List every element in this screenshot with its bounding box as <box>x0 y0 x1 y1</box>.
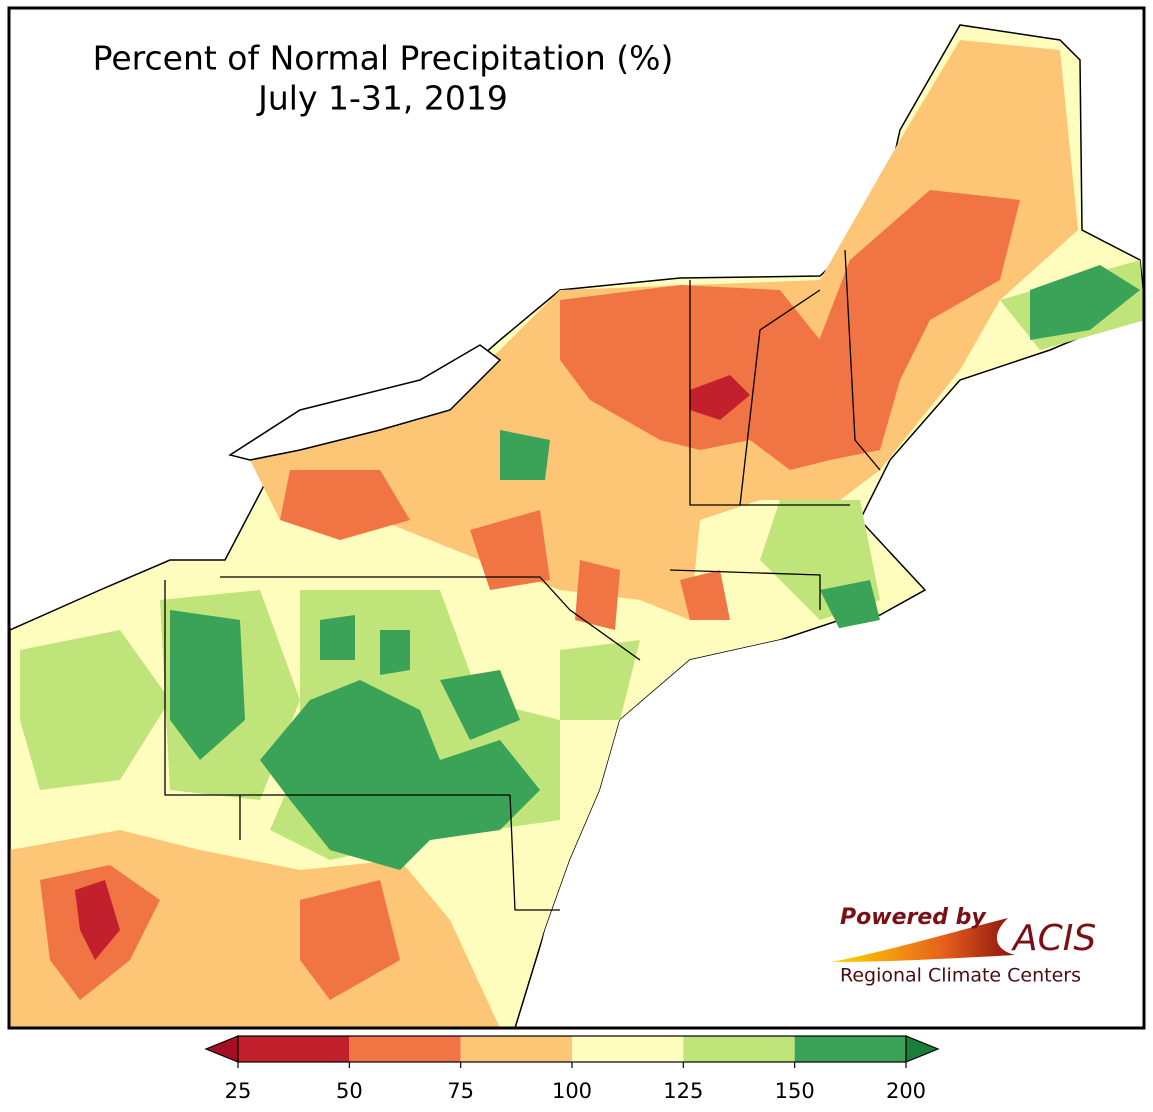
colorbar: 25 50 75 100 125 150 200 <box>204 1035 940 1103</box>
logo-name: ACIS <box>1011 918 1096 959</box>
precip-area-lightgreen <box>20 260 1143 860</box>
colorbar-segment <box>572 1036 684 1062</box>
ocean <box>520 600 1143 1027</box>
colorbar-segment <box>349 1036 461 1062</box>
colorbar-tick-label: 200 <box>886 1079 926 1103</box>
map <box>10 24 1143 1027</box>
state-borders <box>164 249 881 911</box>
precip-area-darkred <box>75 880 120 960</box>
colorbar-segment <box>683 1036 795 1062</box>
precip-area-darkred <box>690 375 750 420</box>
colorbar-tick-label: 100 <box>552 1079 592 1103</box>
colorbar-segment <box>460 1036 572 1062</box>
colorbar-tick-label: 125 <box>663 1079 703 1103</box>
precip-area-red <box>280 470 730 630</box>
logo-powered-by: Powered by <box>840 905 987 930</box>
colorbar-tick-label: 75 <box>447 1079 474 1103</box>
precip-area-red <box>560 190 1020 470</box>
map-subtitle: July 1-31, 2019 <box>256 79 508 118</box>
colorbar-tick-label: 150 <box>775 1079 815 1103</box>
lake <box>228 344 502 461</box>
precip-area-red <box>40 865 400 1000</box>
colorbar-segment <box>238 1036 350 1062</box>
colorbar-tick-label: 50 <box>336 1079 363 1103</box>
colorbar-tick-label: 25 <box>225 1079 252 1103</box>
map-title: Percent of Normal Precipitation (%) <box>93 39 674 78</box>
colorbar-segment <box>794 1036 906 1062</box>
map-frame <box>7 6 1146 1030</box>
logo-swoosh <box>832 918 1015 962</box>
precip-area-green <box>170 265 1140 870</box>
precip-area-orange <box>10 830 500 1027</box>
logo-org: Regional Climate Centers <box>840 965 1081 987</box>
acis-logo: Powered by ACIS Regional Climate Centers <box>832 905 1096 987</box>
